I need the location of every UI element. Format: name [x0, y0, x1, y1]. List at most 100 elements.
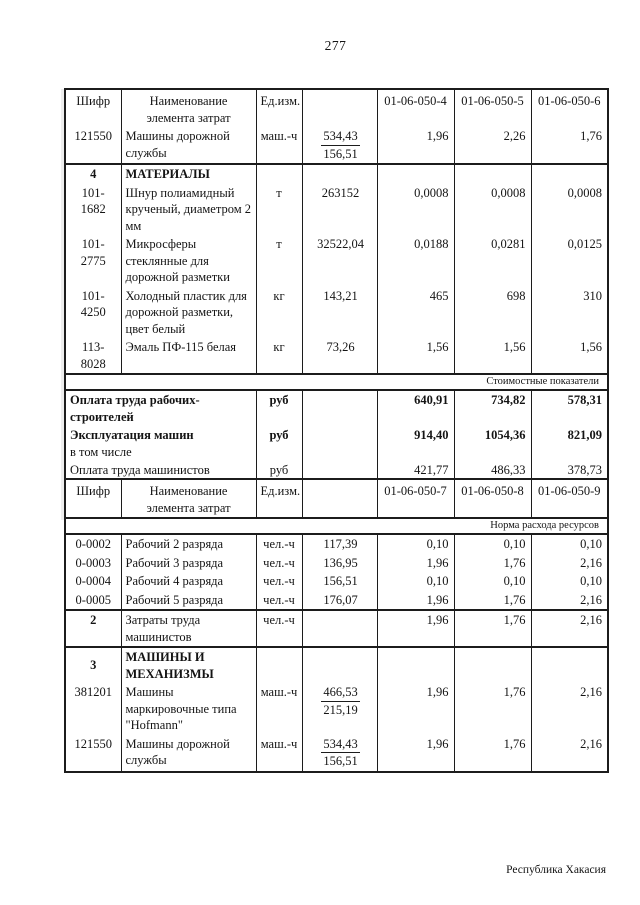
- value-cell: 465: [376, 286, 455, 338]
- unit-cell: [255, 646, 303, 683]
- cost-label: Оплата труда рабочих-строителей: [64, 390, 257, 426]
- section-row-machines: 3 МАШИНЫ И МЕХАНИЗМЫ: [64, 646, 609, 683]
- banner-resource-norms: Норма расхода ресурсов: [64, 517, 609, 535]
- table-row: 381201 Машины маркировочные типа "Hofman…: [64, 683, 609, 735]
- value-cell: 1054,36: [453, 426, 532, 461]
- banner-cost-indicators: Стоимостные показатели: [64, 373, 609, 391]
- value-cell: 0,0281: [453, 235, 532, 287]
- col-header-name: Наименование элемента затрат: [120, 479, 257, 518]
- value-cell: 0,10: [530, 572, 609, 591]
- value-cell: 698: [453, 286, 532, 338]
- value-cell: 1,56: [376, 338, 455, 374]
- qty-cell: 136,95: [301, 553, 378, 572]
- name-cell: Машины маркировочные типа "Hofmann": [120, 683, 257, 735]
- value-cell: 0,10: [453, 534, 532, 554]
- value-cell: 486,33: [453, 461, 532, 480]
- value-cell: 1,76: [453, 734, 532, 772]
- value-cell: 1,76: [530, 127, 609, 165]
- qty-numerator: 466,53: [321, 684, 360, 702]
- unit-cell: чел.-ч: [255, 572, 303, 591]
- code-cell: 101-1682: [64, 183, 122, 235]
- value-cell: 0,0125: [530, 235, 609, 287]
- unit-cell: руб: [255, 390, 303, 426]
- cost-row: Оплата труда рабочих-строителей руб 640,…: [64, 390, 609, 426]
- cost-label-main: Эксплуатация машин: [70, 428, 194, 442]
- name-cell: Рабочий 5 разряда: [120, 590, 257, 610]
- table-row: 0-0003 Рабочий 3 разряда чел.-ч 136,95 1…: [64, 553, 609, 572]
- unit-cell: чел.-ч: [255, 553, 303, 572]
- cost-label-sub: в том числе: [70, 444, 132, 459]
- value-cell: 2,16: [530, 683, 609, 735]
- value-cell: [376, 164, 455, 184]
- value-cell: 2,16: [530, 553, 609, 572]
- value-cell: 421,77: [376, 461, 455, 480]
- col-header-unit: Ед.изм.: [255, 89, 303, 127]
- name-cell: Эмаль ПФ-115 белая: [120, 338, 257, 374]
- name-cell: Рабочий 4 разряда: [120, 572, 257, 591]
- table-row: 0-0005 Рабочий 5 разряда чел.-ч 176,07 1…: [64, 590, 609, 610]
- unit-cell: руб: [255, 426, 303, 461]
- section-title: МАШИНЫ И МЕХАНИЗМЫ: [120, 646, 257, 683]
- qty-cell: 534,43 156,51: [301, 127, 378, 165]
- code-cell: 381201: [64, 683, 122, 735]
- banner-row: Стоимостные показатели: [64, 373, 609, 391]
- estimate-table-050-4-6: Шифр Наименование элемента затрат Ед.изм…: [64, 88, 609, 519]
- qty-cell: 117,39: [301, 534, 378, 554]
- section-number: 4: [64, 164, 122, 184]
- col-header-qty: [301, 479, 378, 518]
- value-cell: 1,76: [453, 590, 532, 610]
- unit-cell: кг: [255, 338, 303, 374]
- unit-cell: маш.-ч: [255, 683, 303, 735]
- value-cell: 1,96: [376, 609, 455, 647]
- col-header-code: Шифр: [64, 479, 122, 518]
- qty-cell: 32522,04: [301, 235, 378, 287]
- unit-cell: т: [255, 183, 303, 235]
- name-cell: Рабочий 3 разряда: [120, 553, 257, 572]
- qty-cell: 156,51: [301, 572, 378, 591]
- value-cell: [453, 164, 532, 184]
- cost-label: Эксплуатация машин в том числе: [64, 426, 257, 461]
- region-footer-label: Республика Хакасия: [506, 864, 606, 876]
- code-cell: 0-0004: [64, 572, 122, 591]
- name-cell: Машины дорожной службы: [120, 734, 257, 772]
- value-cell: 1,96: [376, 127, 455, 165]
- table-row: 121550 Машины дорожной службы маш.-ч 534…: [64, 734, 609, 772]
- col-header-qty: [301, 89, 378, 127]
- col-header-norm-050-4: 01-06-050-4: [376, 89, 455, 127]
- value-cell: 821,09: [530, 426, 609, 461]
- section-number: 3: [64, 646, 122, 683]
- table-row: 101-1682 Шнур полиамидный крученый, диам…: [64, 183, 609, 235]
- cost-label: Оплата труда машинистов: [64, 461, 257, 480]
- code-cell: 101-2775: [64, 235, 122, 287]
- unit-cell: маш.-ч: [255, 734, 303, 772]
- value-cell: [453, 646, 532, 683]
- name-cell: Шнур полиамидный крученый, диаметром 2 м…: [120, 183, 257, 235]
- table-row: 0-0004 Рабочий 4 разряда чел.-ч 156,51 0…: [64, 572, 609, 591]
- section-row-labor: 2 Затраты труда машинистов чел.-ч 1,96 1…: [64, 609, 609, 647]
- col-header-norm-050-5: 01-06-050-5: [453, 89, 532, 127]
- page-number: 277: [324, 38, 347, 53]
- value-cell: 0,10: [453, 572, 532, 591]
- value-cell: 378,73: [530, 461, 609, 480]
- unit-cell: руб: [255, 461, 303, 480]
- code-cell: 113-8028: [64, 338, 122, 374]
- qty-cell: [301, 646, 378, 683]
- value-cell: 914,40: [376, 426, 455, 461]
- qty-numerator: 534,43: [321, 736, 360, 753]
- value-cell: 1,96: [376, 683, 455, 735]
- qty-cell: [301, 390, 378, 426]
- qty-cell: 143,21: [301, 286, 378, 338]
- unit-cell: чел.-ч: [255, 609, 303, 647]
- value-cell: 1,76: [453, 609, 532, 647]
- value-cell: 578,31: [530, 390, 609, 426]
- col-header-norm-050-7: 01-06-050-7: [376, 479, 455, 518]
- code-cell: 121550: [64, 127, 122, 165]
- value-cell: 1,76: [453, 553, 532, 572]
- code-cell: 0-0002: [64, 534, 122, 554]
- table-header-row: Шифр Наименование элемента затрат Ед.изм…: [64, 479, 609, 518]
- code-cell: 0-0005: [64, 590, 122, 610]
- qty-cell: [301, 426, 378, 461]
- qty-denominator: 156,51: [323, 146, 358, 161]
- unit-cell: маш.-ч: [255, 127, 303, 165]
- table-row: 121550 Машины дорожной службы маш.-ч 534…: [64, 127, 609, 165]
